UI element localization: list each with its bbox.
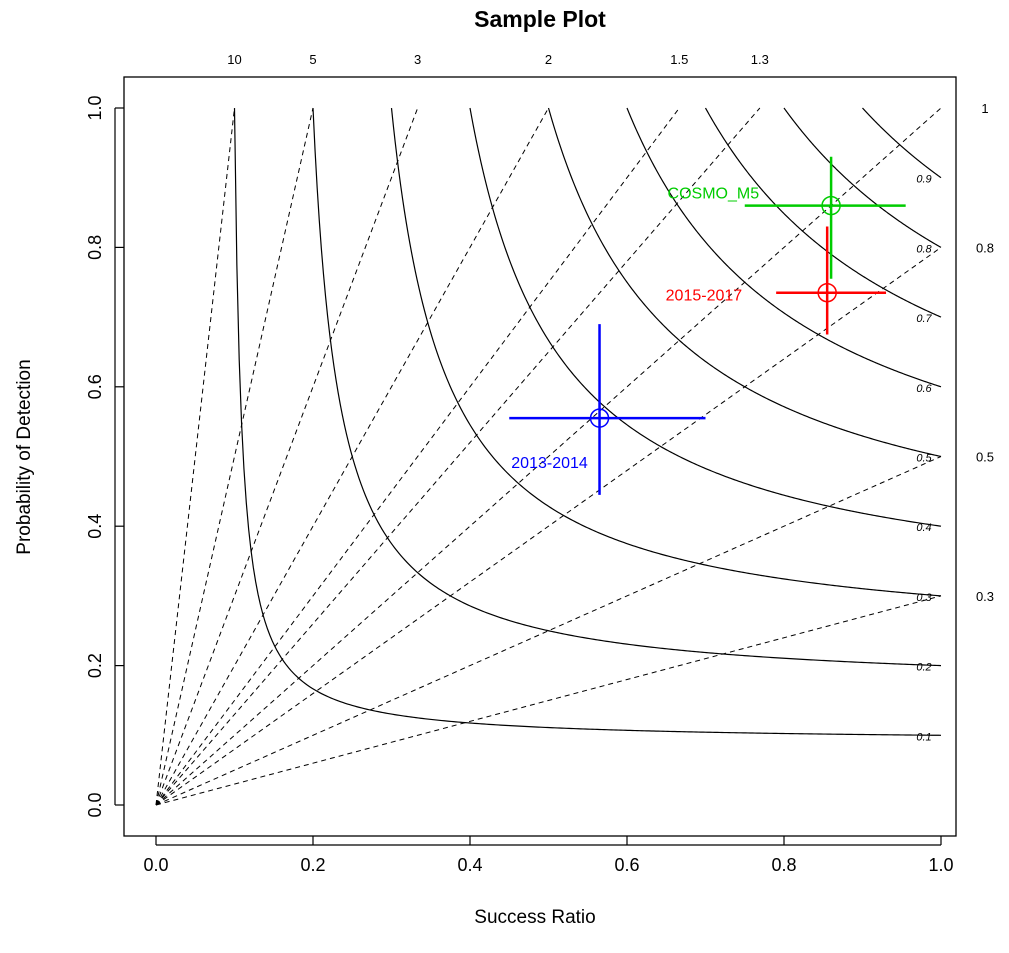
series-point [817,282,837,303]
bias-label: 0.5 [976,450,994,465]
csi-label: 0.6 [916,383,932,395]
y-axis: 0.0 0.2 0.4 0.6 0.8 1.0 [85,95,124,818]
series-label: 2015-2017 [666,288,743,305]
bias-labels: 10 5 3 2 1.5 1.3 1 0.8 0.5 0.3 [227,52,994,604]
y-tick-label: 0.8 [85,235,105,260]
csi-contour [862,107,942,179]
plot-area [155,107,942,806]
bias-line [155,595,942,806]
csi-label: 0.5 [916,453,932,465]
csi-label: 0.3 [916,592,932,604]
bias-label: 0.8 [976,240,994,255]
csi-contour [233,108,942,736]
bias-line [155,246,942,806]
csi-label: 0.8 [916,243,932,255]
y-axis-label: Probability of Detection [14,359,35,554]
bias-label: 5 [309,52,316,67]
x-axis-label: Success Ratio [474,907,595,928]
y-tick-label: 0.4 [85,514,105,539]
y-tick-label: 0.6 [85,374,105,399]
csi-contour [390,107,942,597]
bias-line [155,107,942,806]
bias-label: 1.3 [751,52,769,67]
x-tick-label: 0.6 [614,855,639,875]
x-tick-label: 0.2 [300,855,325,875]
csi-label: 0.2 [916,662,931,674]
csi-labels: 0.1 0.2 0.3 0.4 0.5 0.6 0.7 0.8 0.9 [916,174,932,744]
csi-label: 0.9 [916,174,931,186]
bias-label: 2 [545,52,552,67]
bias-label: 10 [227,52,241,67]
bias-line [155,107,419,806]
bias-label: 1 [981,101,988,116]
bias-label: 0.3 [976,589,994,604]
plot-frame [123,76,957,837]
bias-line [155,456,942,806]
y-tick-label: 1.0 [85,95,105,120]
csi-label: 0.4 [916,522,931,534]
x-tick-label: 0.8 [771,855,796,875]
csi-contour [783,107,942,248]
x-tick-label: 0.0 [143,855,168,875]
csi-contour [704,107,942,318]
y-tick-label: 0.0 [85,792,105,817]
series-label: 2013-2014 [511,455,588,472]
y-tick-label: 0.2 [85,653,105,678]
csi-label: 0.7 [916,313,932,325]
x-tick-label: 1.0 [928,855,953,875]
series-label: COSMO_M5 [668,186,760,203]
csi-contour [626,107,942,388]
chart-title: Sample Plot [474,6,606,32]
series-point [589,408,610,428]
series-point [821,195,841,216]
csi-contour [547,107,942,458]
bias-line [155,107,680,806]
x-axis: 0.0 0.2 0.4 0.6 0.8 1.0 [143,836,954,875]
bias-line [155,107,761,806]
csi-label: 0.1 [916,731,931,743]
bias-label: 1.5 [670,52,688,67]
series-layer: 2013-2014 2015-2017 COSMO_M5 [509,156,906,495]
csi-contour [469,107,942,527]
csi-contour [312,107,942,667]
x-tick-label: 0.4 [457,855,482,875]
bias-line [155,107,314,806]
bias-label: 3 [414,52,421,67]
